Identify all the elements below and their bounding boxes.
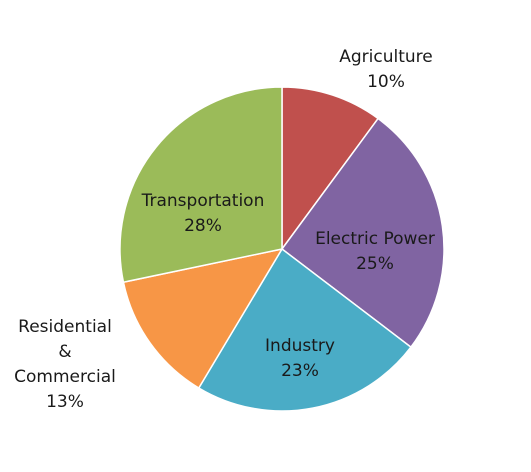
slice-name-residential-commercial: Commercial <box>14 367 116 387</box>
slice-name-residential-commercial: & <box>58 342 71 362</box>
slice-percent-residential-commercial: 13% <box>46 392 84 412</box>
pie-slice-industry <box>197 247 412 412</box>
pie-slice-residential-commercial <box>122 247 284 390</box>
slice-percent-electric-power: 25% <box>356 254 394 274</box>
slice-percent-industry: 23% <box>281 361 319 381</box>
data-label-transportation: Transportation 28% <box>141 191 265 236</box>
data-label-agriculture: Agriculture 10% <box>339 47 433 92</box>
data-label-electric-power: Electric Power 25% <box>315 229 435 274</box>
slice-name-electric-power: Electric Power <box>315 229 435 249</box>
pie-slice-electric-power <box>280 117 445 349</box>
slice-percent-agriculture: 10% <box>367 72 405 92</box>
data-label-residential-commercial: Residential & Commercial 13% <box>14 317 116 412</box>
slice-name-agriculture: Agriculture <box>339 47 433 67</box>
pie-slice-agriculture <box>281 86 380 252</box>
slice-percent-transportation: 28% <box>184 216 222 236</box>
slice-name-residential-commercial: Residential <box>18 317 112 337</box>
pie-slice-transportation <box>119 86 283 284</box>
slice-name-transportation: Transportation <box>141 191 265 211</box>
data-label-industry: Industry 23% <box>265 336 335 381</box>
slice-name-industry: Industry <box>265 336 335 356</box>
